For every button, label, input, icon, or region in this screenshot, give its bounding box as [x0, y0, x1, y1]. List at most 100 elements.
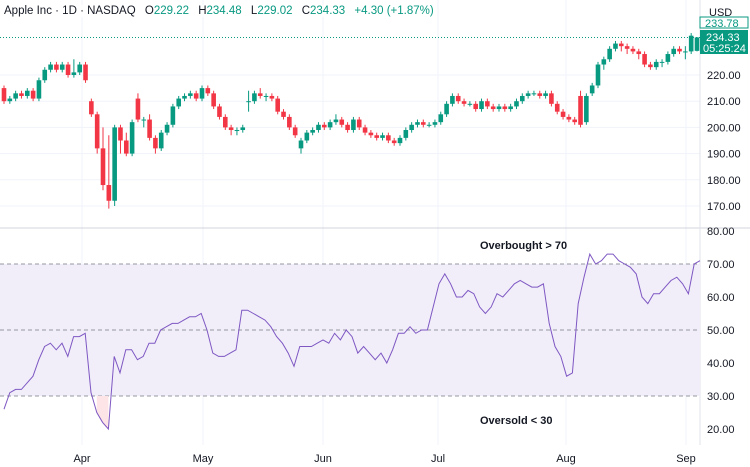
candle-body [356, 119, 362, 128]
candle [211, 90, 216, 110]
candle [310, 127, 315, 136]
candle-body [19, 93, 24, 96]
rsi-tick-label: 30.00 [707, 391, 735, 403]
candle-body [281, 111, 286, 117]
candle-body [129, 122, 135, 154]
candle-body [77, 64, 83, 73]
candle-body [141, 119, 147, 121]
candle [170, 103, 176, 128]
candle [141, 116, 147, 128]
price-tick-label: 210.00 [707, 96, 741, 108]
low-label: L [250, 5, 258, 17]
candle [222, 114, 228, 131]
open-value: 229.22 [153, 5, 189, 17]
candle [420, 119, 426, 128]
candle [316, 122, 321, 133]
candle [287, 114, 292, 131]
candle-body [508, 106, 513, 110]
candle [514, 98, 519, 110]
candle [246, 90, 251, 112]
candle-body [135, 98, 141, 120]
candle [677, 46, 682, 55]
candle [106, 135, 112, 209]
candle [240, 124, 246, 133]
candle [368, 130, 374, 138]
candle-body [321, 124, 327, 128]
candle [485, 98, 490, 110]
candle-body [648, 64, 653, 68]
candle [519, 93, 525, 104]
candle-body [106, 185, 112, 201]
candle [444, 101, 449, 117]
candle [613, 40, 618, 52]
candle-body [269, 95, 275, 99]
candle [339, 116, 345, 128]
candle-body [444, 103, 449, 115]
candle-body [426, 124, 432, 126]
last-price: 234.33 [706, 32, 740, 44]
candle [42, 67, 48, 83]
rsi-tick-label: 70.00 [707, 259, 735, 271]
candle [479, 98, 484, 112]
candle [298, 137, 304, 154]
candle [234, 127, 240, 136]
candle [36, 77, 42, 102]
candle-body [589, 85, 595, 94]
candle [205, 85, 211, 96]
candle-body [461, 101, 467, 104]
candle [415, 119, 420, 128]
candle [77, 61, 83, 75]
rsi-tick-label: 60.00 [707, 292, 735, 304]
candle-body [228, 127, 234, 131]
candle-body [671, 48, 677, 55]
candle [135, 93, 141, 123]
oversold-label: Oversold < 30 [480, 415, 552, 427]
candle [252, 90, 257, 104]
candle-body [304, 132, 310, 141]
rsi-tick-label: 80.00 [707, 226, 735, 238]
candle-body [630, 48, 636, 52]
candle [24, 88, 30, 99]
candle-body [54, 64, 59, 70]
candle-body [578, 95, 583, 125]
candle [147, 114, 152, 141]
candle-body [327, 122, 333, 128]
candle-body [275, 98, 281, 112]
candle-body [665, 54, 671, 62]
candle-body [403, 130, 409, 138]
high-label: H [198, 5, 207, 17]
candle [432, 119, 438, 128]
candle-body [642, 54, 647, 65]
candle-body [386, 135, 391, 141]
month-tick-label: Jul [431, 453, 445, 465]
candle [549, 90, 554, 107]
candle-body [688, 35, 694, 52]
candle [607, 46, 612, 62]
candle-body [438, 114, 444, 123]
candle [217, 103, 222, 120]
candle-body [211, 93, 216, 107]
candle [665, 51, 671, 65]
candle-body [397, 137, 403, 144]
candle [642, 51, 647, 68]
candle [54, 61, 59, 73]
candle [467, 101, 473, 107]
candle-body [391, 140, 397, 144]
candle-body [100, 148, 106, 186]
candle-body [240, 127, 246, 131]
candle [508, 103, 513, 112]
candle [89, 98, 94, 117]
candle-body [368, 132, 374, 136]
candle [327, 119, 333, 131]
candle-body [450, 95, 455, 104]
candle [671, 46, 677, 57]
candle [653, 59, 659, 70]
rsi-line [3, 252, 701, 431]
candle [403, 127, 409, 141]
candle-body [1, 88, 7, 102]
candle [659, 59, 665, 68]
candle [566, 114, 572, 123]
high-value: 234.48 [206, 5, 242, 17]
candle-body [595, 64, 601, 86]
